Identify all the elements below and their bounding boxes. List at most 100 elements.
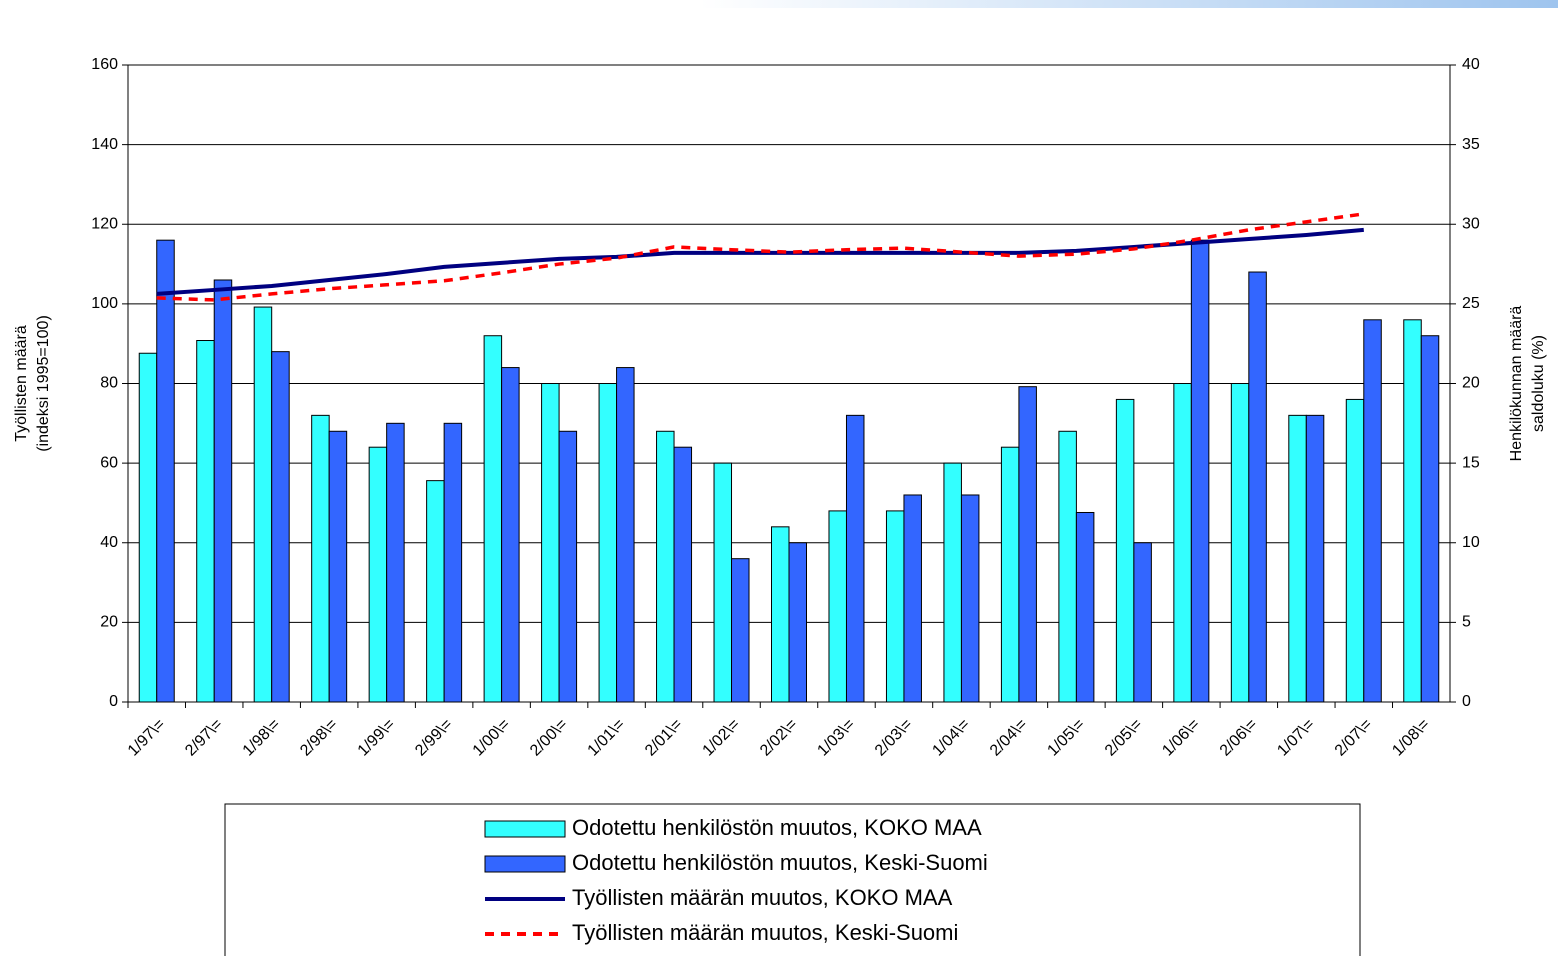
x-tick-label: 2/03\=	[872, 716, 916, 760]
x-tick-label: 2/99\=	[412, 716, 456, 760]
x-tick-label: 1/08\=	[1389, 716, 1433, 760]
x-tick-label: 2/01\=	[642, 716, 686, 760]
y-tick-label: 140	[91, 136, 118, 153]
bar	[771, 526, 790, 703]
bar	[1305, 414, 1325, 703]
y-tick-label: 160	[91, 56, 118, 73]
bar	[943, 462, 962, 703]
bar	[271, 351, 290, 703]
bar	[541, 383, 560, 703]
y2-tick-label: 35	[1462, 136, 1480, 153]
x-tick-label: 1/03\=	[814, 716, 858, 760]
bar	[328, 430, 348, 703]
bar	[156, 239, 175, 703]
bar	[885, 510, 905, 703]
bar	[1288, 414, 1307, 703]
bar	[788, 542, 807, 703]
bar	[138, 352, 158, 703]
x-tick-label: 1/00\=	[470, 716, 514, 760]
y2-tick-label: 15	[1462, 454, 1480, 471]
x-tick-label: 2/05\=	[1102, 716, 1146, 760]
bar	[1190, 239, 1210, 703]
y-tick-label: 100	[91, 295, 118, 312]
y2-tick-label: 5	[1462, 614, 1471, 631]
legend-swatch	[484, 855, 566, 873]
bar	[1000, 446, 1020, 703]
line	[156, 227, 1364, 296]
y2-tick-label: 40	[1462, 56, 1480, 73]
x-tick-label: 2/02\=	[757, 716, 801, 760]
top-band	[700, 0, 1558, 8]
bar	[713, 462, 733, 703]
bar	[501, 367, 520, 703]
legend-label: Odotettu henkilöstön muutos, KOKO MAA	[572, 815, 982, 840]
bar	[443, 422, 463, 703]
x-tick-label: 1/05\=	[1044, 716, 1088, 760]
bar	[1403, 319, 1422, 703]
y-axis-title: (indeksi 1995=100)	[35, 315, 52, 452]
legend-swatch	[484, 820, 566, 838]
bar	[845, 414, 865, 703]
legend-label: Työllisten määrän muutos, KOKO MAA	[572, 885, 953, 910]
bar	[196, 340, 215, 703]
bar	[673, 446, 693, 703]
bar	[1248, 271, 1267, 703]
y-tick-label: 0	[109, 693, 118, 710]
legend-label: Odotettu henkilöstön muutos, Keski-Suomi	[572, 850, 988, 875]
bar	[483, 335, 503, 703]
x-tick-label: 2/98\=	[297, 716, 341, 760]
bar	[386, 422, 405, 703]
bar	[598, 383, 618, 703]
y2-tick-label: 25	[1462, 295, 1480, 312]
bar	[903, 494, 922, 703]
y2-axis-title: Henkilökunnan määrä	[1508, 306, 1525, 462]
bar	[1230, 383, 1250, 703]
bar	[1058, 430, 1077, 703]
y-tick-label: 80	[100, 375, 118, 392]
legend-label: Työllisten määrän muutos, Keski-Suomi	[572, 920, 958, 945]
y2-tick-label: 20	[1462, 375, 1480, 392]
x-tick-label: 2/04\=	[987, 716, 1031, 760]
x-tick-label: 2/97\=	[182, 716, 226, 760]
bar	[828, 510, 847, 703]
x-tick-label: 1/98\=	[240, 716, 284, 760]
bar	[656, 430, 675, 703]
legend-box	[224, 803, 1361, 956]
x-tick-label: 1/04\=	[929, 716, 973, 760]
bar	[1133, 542, 1152, 703]
bar	[960, 494, 980, 703]
x-tick-label: 1/97\=	[125, 716, 169, 760]
bar	[1115, 398, 1135, 703]
bar	[616, 367, 635, 703]
y-axis-title: Työllisten määrä	[13, 325, 30, 442]
x-tick-label: 2/00\=	[527, 716, 571, 760]
x-tick-label: 1/02\=	[700, 716, 744, 760]
bar	[1345, 398, 1365, 703]
bar	[1075, 511, 1095, 703]
y-tick-label: 40	[100, 534, 118, 551]
bar	[368, 446, 388, 703]
y2-tick-label: 0	[1462, 693, 1471, 710]
x-tick-label: 1/99\=	[355, 716, 399, 760]
y-tick-label: 60	[100, 454, 118, 471]
bar	[1420, 335, 1440, 703]
y2-tick-label: 10	[1462, 534, 1480, 551]
x-tick-label: 1/06\=	[1159, 716, 1203, 760]
bar	[558, 430, 578, 703]
y2-axis-title: saldoluku (%)	[1530, 335, 1547, 432]
line	[156, 212, 1365, 302]
bar	[1018, 386, 1037, 703]
bar	[1173, 383, 1192, 703]
y-tick-label: 20	[100, 614, 118, 631]
y2-tick-label: 30	[1462, 215, 1480, 232]
x-tick-label: 2/06\=	[1217, 716, 1261, 760]
x-tick-label: 1/07\=	[1274, 716, 1318, 760]
bar	[311, 414, 330, 703]
bar	[731, 558, 750, 703]
bar	[426, 480, 445, 703]
x-tick-label: 2/07\=	[1332, 716, 1376, 760]
bar	[213, 279, 233, 703]
x-tick-label: 1/01\=	[585, 716, 629, 760]
